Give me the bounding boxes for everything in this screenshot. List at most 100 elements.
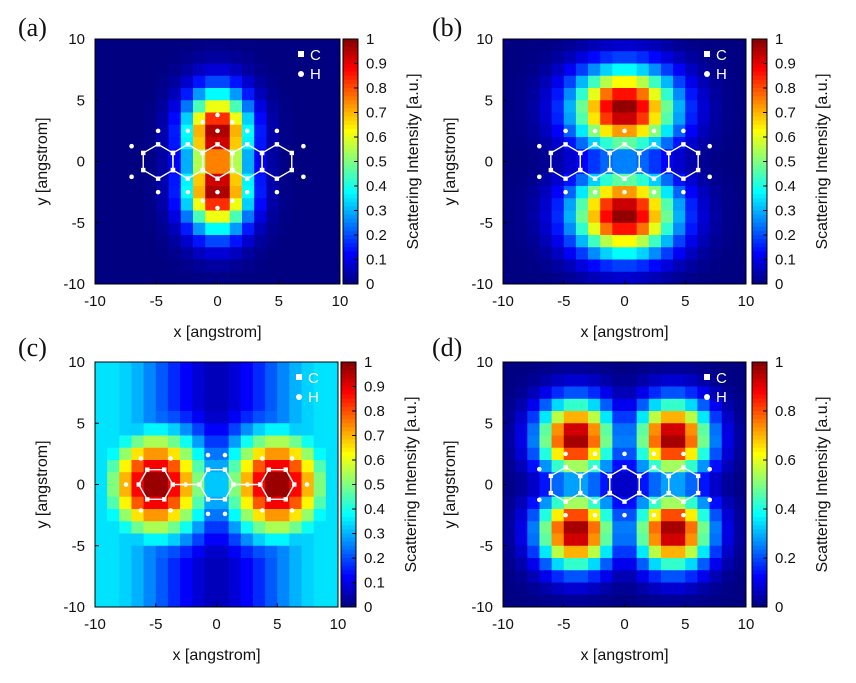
heatmap-cell <box>313 398 327 412</box>
heatmap-cell <box>301 509 315 522</box>
bond <box>285 469 295 485</box>
heatmap-cell <box>697 460 710 473</box>
heatmap-cell <box>119 582 132 596</box>
bond <box>565 169 581 180</box>
heatmap-cell <box>697 112 710 126</box>
heatmap-cell <box>575 533 589 547</box>
colorbar-segment <box>343 96 358 101</box>
heatmap-cell <box>503 124 516 138</box>
heatmap-cell <box>551 484 565 498</box>
heatmap-cell <box>95 100 108 113</box>
heatmap-cell <box>131 173 145 187</box>
heatmap-cell <box>563 545 577 559</box>
heatmap-cell <box>624 447 638 461</box>
colorbar-segment <box>341 435 356 441</box>
heatmap-cell <box>252 594 266 608</box>
heatmap-cell <box>107 570 120 583</box>
heatmap-cell <box>697 496 710 510</box>
heatmap-cell <box>575 137 589 150</box>
heatmap-cell <box>503 374 516 387</box>
hydrogen-atom <box>289 456 295 461</box>
heatmap-cell <box>217 51 231 64</box>
heatmap-cell <box>612 222 625 236</box>
heatmap-cell <box>289 362 302 375</box>
heatmap-cell <box>95 472 108 485</box>
heatmap-cell <box>575 423 589 436</box>
colorbar-segment <box>343 104 358 109</box>
heatmap-cell <box>95 460 108 473</box>
colorbar-segment <box>343 218 358 224</box>
heatmap-cell <box>131 398 144 412</box>
heatmap-cell <box>575 435 589 449</box>
heatmap-cell <box>575 222 589 236</box>
colorbar-segment <box>752 275 767 281</box>
heatmap-cell <box>107 247 120 260</box>
heatmap-cell <box>575 460 589 473</box>
heatmap-cell <box>229 51 243 64</box>
colorbar-segment <box>752 153 767 158</box>
colorbar-segment <box>752 602 767 608</box>
heatmap-cell <box>503 235 516 248</box>
heatmap-cell <box>563 435 577 449</box>
bond <box>624 492 640 503</box>
heatmap-cell <box>733 100 747 113</box>
colorbar-segment <box>341 411 356 416</box>
heatmap-cell <box>685 210 698 224</box>
carbon-atom <box>230 167 235 173</box>
y-axis-label: y [angstrom] <box>34 440 51 528</box>
heatmap-cell <box>709 558 723 571</box>
colorbar-segment <box>341 574 356 579</box>
heatmap-cell <box>600 411 613 424</box>
heatmap-cell <box>697 149 710 162</box>
heatmap-cell <box>624 484 638 498</box>
heatmap-cell <box>575 398 589 412</box>
heatmap-cell <box>131 259 145 273</box>
heatmap-cell <box>515 210 528 224</box>
heatmap-cell <box>515 521 528 534</box>
heatmap-cell <box>204 386 217 400</box>
colorbar-segment <box>752 484 767 490</box>
heatmap-cell <box>503 582 516 596</box>
heatmap-cell <box>277 362 290 375</box>
heatmap-cell <box>697 447 710 461</box>
carbon-atom <box>170 150 176 156</box>
colorbar-segment <box>752 533 767 539</box>
heatmap-cell <box>216 570 230 583</box>
heatmap-cell <box>539 112 552 126</box>
heatmap-cell <box>131 124 145 138</box>
heatmap-cell <box>539 570 552 583</box>
heatmap-cell <box>721 100 735 113</box>
colorbar-label: Scattering Intensity [a.u.] <box>814 396 831 572</box>
heatmap-cell <box>205 149 218 162</box>
legend-carbon-label: C <box>716 47 727 64</box>
colorbar-segment <box>341 402 356 408</box>
heatmap-cell <box>733 198 747 211</box>
heatmap-cell <box>252 386 266 400</box>
heatmap-cell <box>588 88 601 101</box>
heatmap-cell <box>503 186 516 199</box>
bond <box>565 143 581 154</box>
heatmap-cell <box>278 235 292 248</box>
heatmap-cell <box>563 374 577 387</box>
heatmap-cell <box>575 100 589 113</box>
heatmap-cell <box>327 198 341 211</box>
heatmap-cell <box>217 198 231 211</box>
heatmap-cell <box>733 460 747 473</box>
heatmap-cell <box>733 386 747 400</box>
heatmap-cell <box>167 558 181 571</box>
heatmap-cell <box>685 472 698 485</box>
hydrogen-atom <box>200 120 206 125</box>
heatmap-cell <box>612 386 625 400</box>
heatmap-cell <box>277 545 290 559</box>
heatmap-cell <box>721 386 735 400</box>
heatmap-cell <box>636 398 650 412</box>
heatmap-cell <box>660 112 674 126</box>
heatmap-cell <box>291 222 304 236</box>
heatmap-cell <box>660 271 674 285</box>
colorbar-segment <box>752 206 767 211</box>
heatmap-cell <box>697 100 710 113</box>
heatmap-cell <box>636 51 650 64</box>
heatmap-cell <box>143 447 157 461</box>
colorbar-tick-label: 0.6 <box>775 452 796 469</box>
x-tick-label: -5 <box>149 616 162 633</box>
